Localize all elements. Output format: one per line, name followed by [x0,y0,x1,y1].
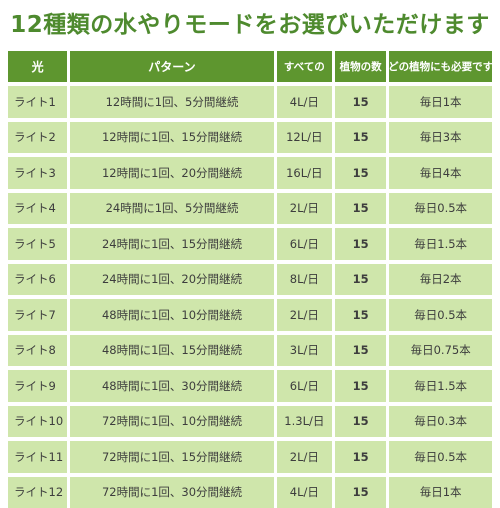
header-amount: すべての [277,51,332,82]
cell-amount: 16L/日 [277,157,332,189]
cell-light: ライト10 [8,406,67,438]
cell-light: ライト7 [8,299,67,331]
cell-plants: 15 [335,264,386,296]
cell-amount: 1.3L/日 [277,406,332,438]
cell-pattern: 12時間に1回、15分間継続 [70,122,273,154]
cell-plants: 15 [335,299,386,331]
cell-pattern: 24時間に1回、20分間継続 [70,264,273,296]
cell-light: ライト4 [8,193,67,225]
cell-light: ライト8 [8,335,67,367]
cell-plants: 15 [335,406,386,438]
cell-daily: 毎日0.75本 [389,335,492,367]
cell-plants: 15 [335,122,386,154]
cell-plants: 15 [335,441,386,473]
cell-plants: 15 [335,335,386,367]
cell-daily: 毎日1本 [389,86,492,118]
cell-daily: 毎日1.5本 [389,370,492,402]
cell-light: ライト6 [8,264,67,296]
cell-amount: 2L/日 [277,193,332,225]
cell-plants: 15 [335,477,386,508]
cell-pattern: 24時間に1回、5分間継続 [70,193,273,225]
cell-amount: 12L/日 [277,122,332,154]
cell-plants: 15 [335,86,386,118]
cell-pattern: 48時間に1回、10分間継続 [70,299,273,331]
cell-plants: 15 [335,193,386,225]
cell-daily: 毎日0.5本 [389,441,492,473]
cell-amount: 8L/日 [277,264,332,296]
cell-pattern: 72時間に1回、10分間継続 [70,406,273,438]
cell-light: ライト11 [8,441,67,473]
cell-pattern: 48時間に1回、30分間継続 [70,370,273,402]
cell-pattern: 48時間に1回、15分間継続 [70,335,273,367]
cell-amount: 4L/日 [277,86,332,118]
cell-amount: 6L/日 [277,370,332,402]
cell-daily: 毎日4本 [389,157,492,189]
cell-daily: 毎日1.5本 [389,228,492,260]
cell-daily: 毎日2本 [389,264,492,296]
header-light: 光 [8,51,67,82]
cell-daily: 毎日0.5本 [389,193,492,225]
cell-amount: 3L/日 [277,335,332,367]
cell-light: ライト12 [8,477,67,508]
cell-amount: 2L/日 [277,441,332,473]
cell-light: ライト3 [8,157,67,189]
header-daily: どの植物にも必要です [389,51,492,82]
cell-plants: 15 [335,370,386,402]
cell-amount: 6L/日 [277,228,332,260]
cell-plants: 15 [335,157,386,189]
cell-plants: 15 [335,228,386,260]
table-header-row: 光 パターン すべての 植物の数 どの植物にも必要です [8,51,492,82]
cell-pattern: 12時間に1回、20分間継続 [70,157,273,189]
header-pattern: パターン [70,51,273,82]
cell-daily: 毎日0.5本 [389,299,492,331]
cell-light: ライト9 [8,370,67,402]
cell-light: ライト5 [8,228,67,260]
cell-daily: 毎日3本 [389,122,492,154]
cell-pattern: 12時間に1回、5分間継続 [70,86,273,118]
cell-light: ライト1 [8,86,67,118]
cell-daily: 毎日0.3本 [389,406,492,438]
cell-amount: 2L/日 [277,299,332,331]
header-plants: 植物の数 [335,51,386,82]
page-title: 12種類の水やりモードをお選びいただけます [0,0,500,44]
cell-light: ライト2 [8,122,67,154]
cell-pattern: 72時間に1回、30分間継続 [70,477,273,508]
cell-pattern: 72時間に1回、15分間継続 [70,441,273,473]
cell-daily: 毎日1本 [389,477,492,508]
cell-pattern: 24時間に1回、15分間継続 [70,228,273,260]
cell-amount: 4L/日 [277,477,332,508]
